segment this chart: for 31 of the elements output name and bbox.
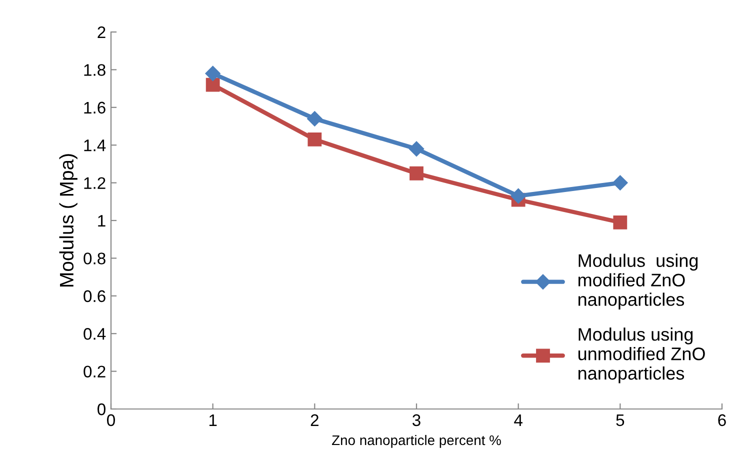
point	[510, 188, 526, 204]
point	[205, 66, 220, 82]
y-tick-label: 0.2	[84, 366, 106, 378]
x-tick-label: 4	[514, 414, 522, 426]
y-tick-label: 0.6	[84, 290, 106, 302]
x-tick-label: 1	[209, 414, 217, 426]
y-tick-label: 0.4	[84, 328, 106, 340]
x-tick-label: 2	[310, 414, 318, 426]
point	[408, 141, 424, 156]
y-tick-label: 0	[98, 403, 106, 416]
y-tick-label: 0.8	[84, 252, 106, 264]
y-tick-label: 2	[98, 26, 106, 38]
legend-label: Modulus using unmodified ZnO nanoparticles	[578, 328, 705, 384]
y-tick-label: 1.4	[84, 140, 106, 152]
point	[307, 111, 322, 126]
y-tick-label: 1.2	[84, 177, 106, 189]
y-tick-label: 1	[98, 215, 106, 227]
y-tick-label: 1.6	[84, 102, 106, 114]
legend-label: Modulus using modified ZnO nanoparticles	[578, 254, 698, 310]
point	[410, 166, 424, 180]
x-tick-label: 6	[718, 414, 726, 426]
x-tick-label: 0	[107, 414, 115, 426]
point	[308, 132, 322, 146]
point	[206, 78, 220, 92]
x-tick-label: 3	[412, 414, 420, 426]
point	[613, 215, 628, 230]
x-tick-label: 5	[616, 414, 624, 426]
point	[612, 175, 628, 190]
y-axis-title: Modulus ( Mpa)	[59, 154, 78, 286]
y-tick-label: 1.8	[84, 64, 106, 76]
x-axis-title: Zno nanoparticle percent %	[332, 434, 501, 448]
